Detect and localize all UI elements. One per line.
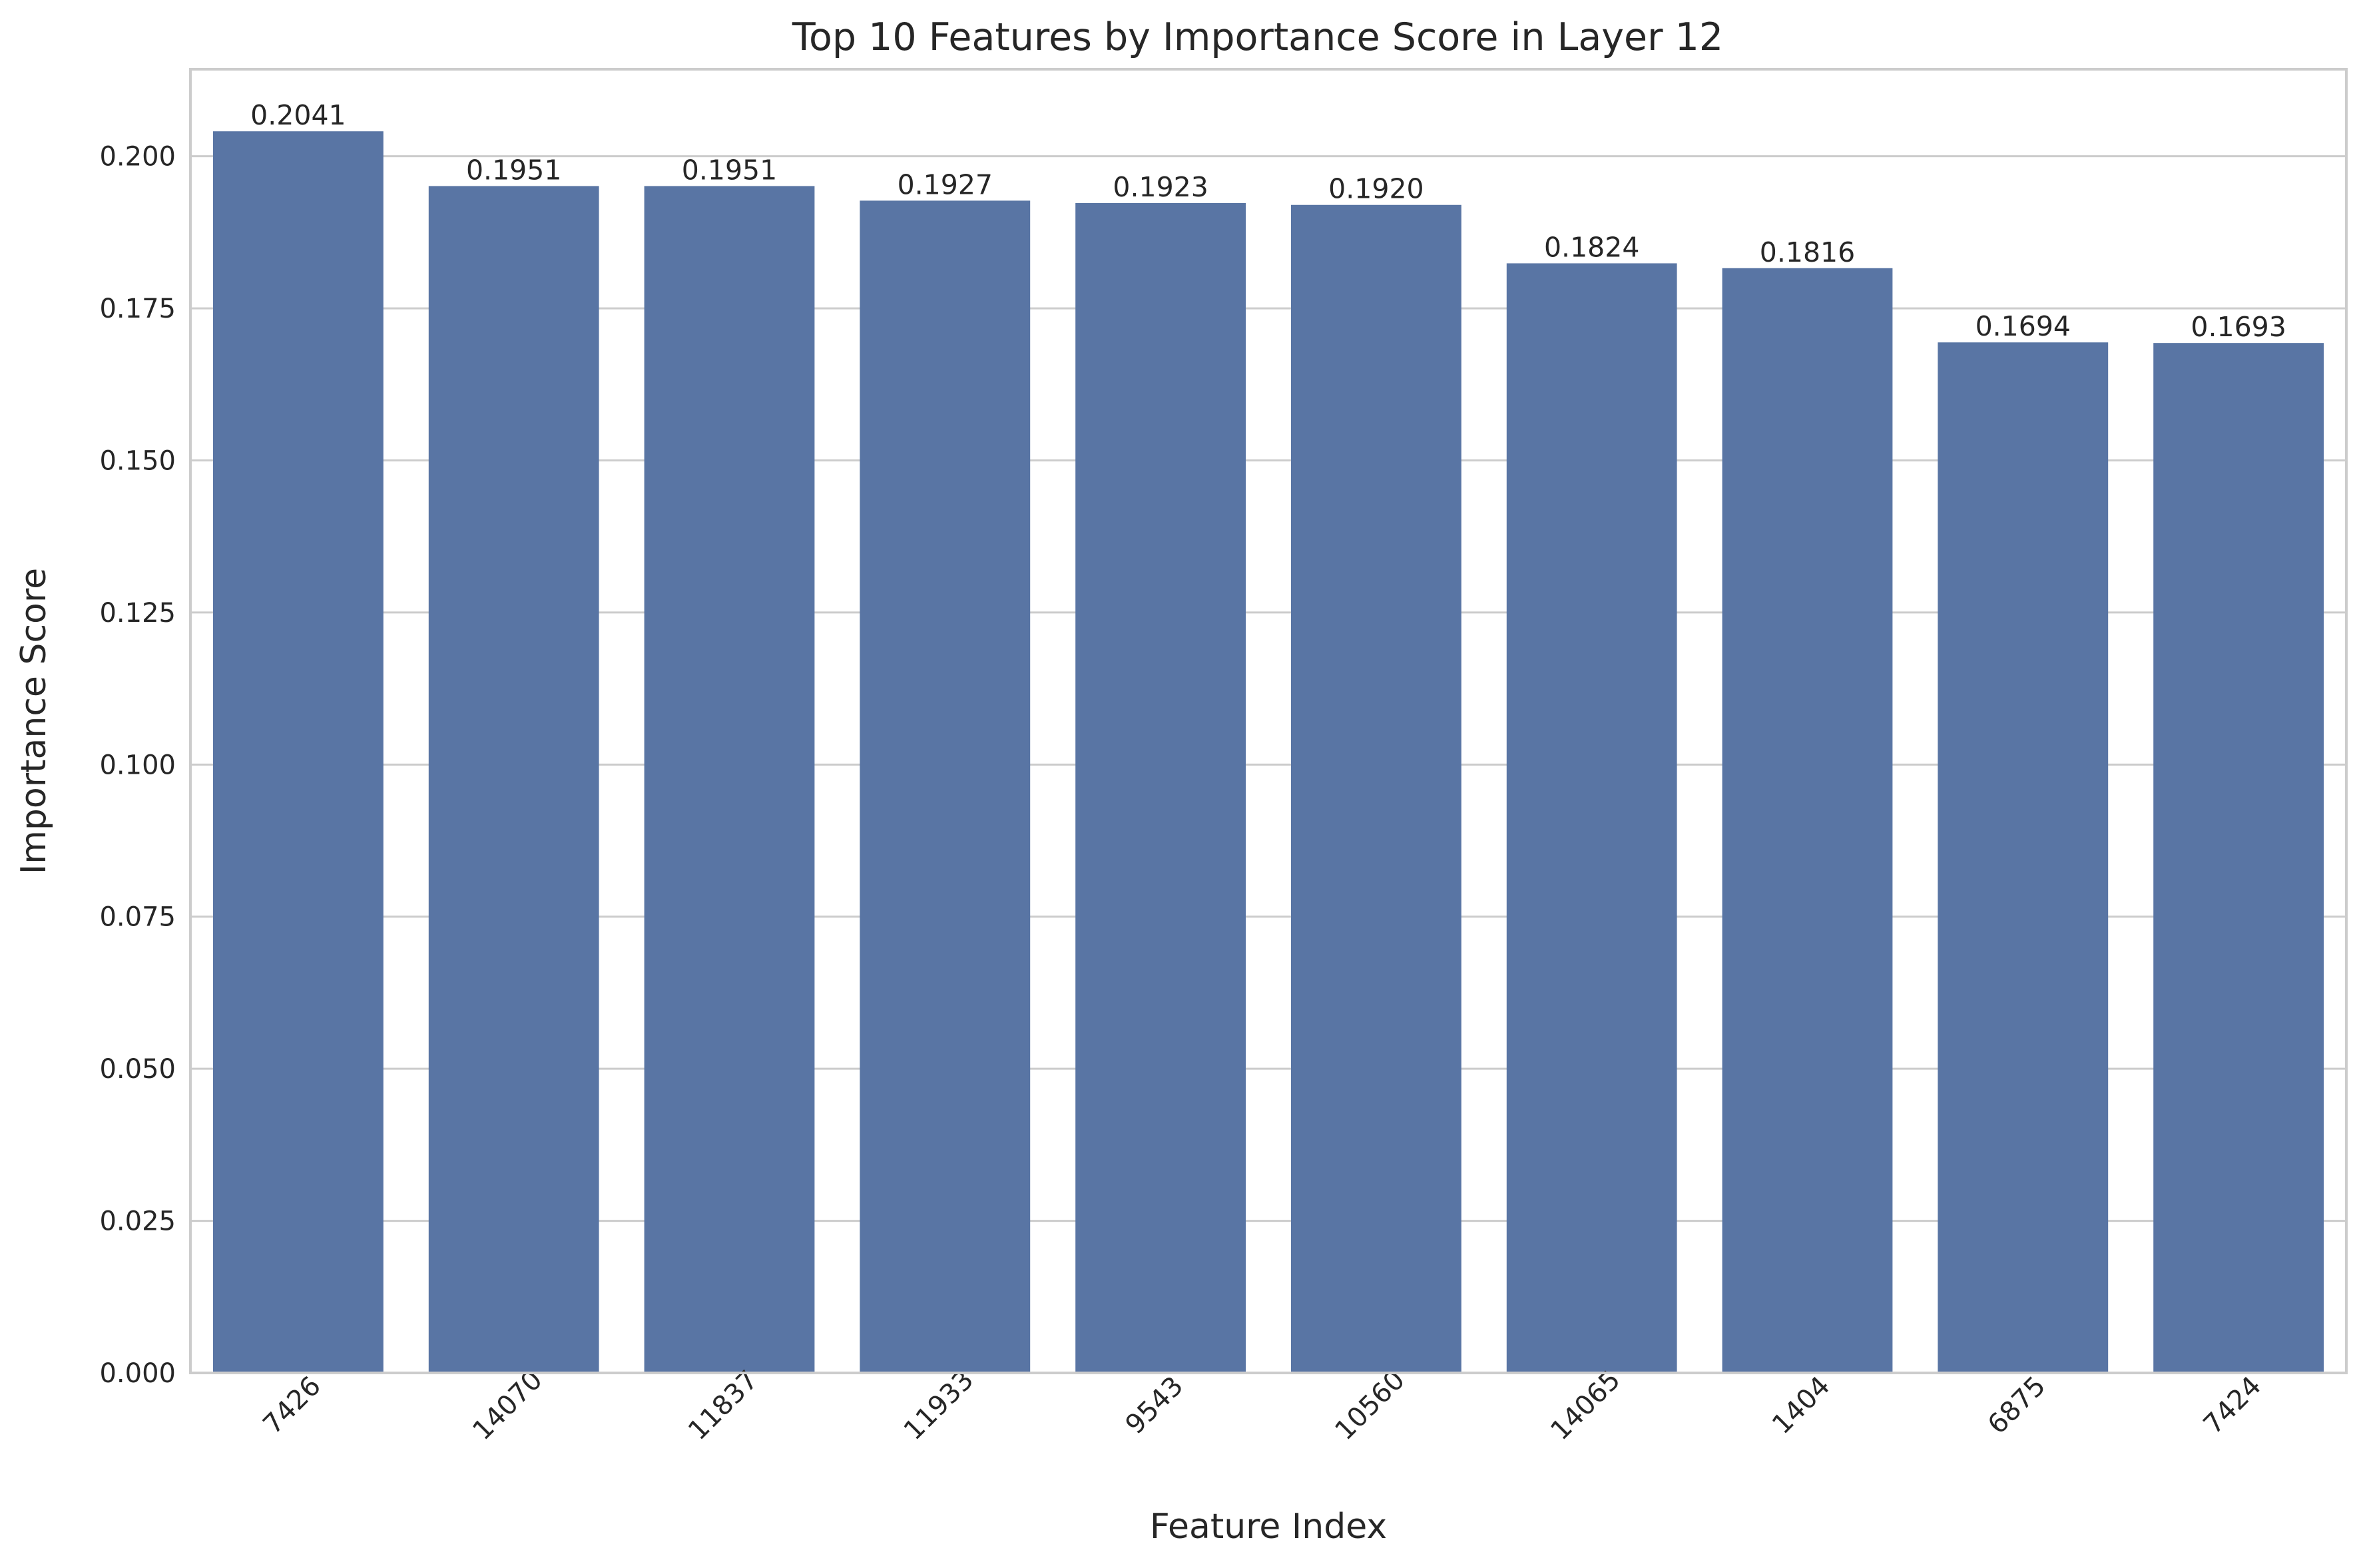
- y-tick-label: 0.100: [99, 750, 176, 780]
- y-tick-label: 0.125: [99, 598, 176, 629]
- bar-value-label: 0.1816: [1760, 236, 1855, 268]
- bar-7426: [212, 131, 384, 1373]
- bar-14070: [428, 186, 599, 1374]
- y-tick-label: 0.025: [99, 1206, 176, 1237]
- x-tick-label: 7424: [2198, 1371, 2268, 1441]
- x-tick-label: 11933: [898, 1365, 980, 1447]
- x-tick-label: 1404: [1766, 1371, 1836, 1441]
- x-axis-label: Feature Index: [1150, 1507, 1387, 1547]
- x-tick-label: 9543: [1120, 1371, 1190, 1441]
- chart-title: Top 10 Features by Importance Score in L…: [792, 15, 1723, 59]
- bar-value-label: 0.1824: [1544, 231, 1639, 263]
- bar-value-labels: 0.2041 0.1951 0.1951 0.1927 0.1923 0.1920 0.18…: [250, 99, 2286, 343]
- y-axis-label: Importance Score: [14, 568, 54, 874]
- bar-1404: [1722, 268, 1893, 1373]
- x-axis-ticks: 7426 14070 11837 11933 9543 10560 14065 1404 687…: [257, 1365, 2267, 1447]
- y-tick-label: 0.200: [99, 142, 176, 172]
- y-tick-label: 0.075: [99, 902, 176, 933]
- x-tick-label: 6875: [1982, 1371, 2052, 1441]
- x-tick-label: 14065: [1545, 1365, 1627, 1447]
- bar-value-label: 0.1951: [466, 154, 561, 186]
- bar-10560: [1290, 204, 1461, 1373]
- y-tick-label: 0.000: [99, 1358, 176, 1389]
- bar-value-label: 0.1923: [1113, 171, 1208, 203]
- bar-value-label: 0.1694: [1975, 310, 2071, 342]
- bar-14065: [1506, 263, 1677, 1373]
- bar-value-label: 0.1920: [1328, 173, 1424, 205]
- bar-7424: [2153, 343, 2324, 1373]
- bar-9543: [1075, 203, 1246, 1373]
- plot-frame: [189, 68, 2348, 1374]
- bar-11837: [644, 186, 815, 1374]
- x-tick-label: 7426: [257, 1371, 327, 1441]
- x-tick-label: 11837: [682, 1365, 764, 1447]
- y-tick-label: 0.175: [99, 294, 176, 324]
- bars: [212, 131, 2324, 1374]
- bar-value-label: 0.1927: [898, 168, 993, 200]
- bar-6875: [1938, 342, 2109, 1373]
- y-axis-ticks: 0.000 0.025 0.050 0.075 0.100 0.125 0.150 0.175…: [99, 142, 176, 1389]
- y-tick-label: 0.150: [99, 445, 176, 476]
- bar-value-label: 0.1693: [2191, 311, 2286, 343]
- x-tick-label: 10560: [1329, 1365, 1411, 1447]
- y-tick-label: 0.050: [99, 1054, 176, 1085]
- bar-value-label: 0.1951: [682, 154, 777, 186]
- bar-value-label: 0.2041: [250, 99, 346, 131]
- x-tick-label: 14070: [467, 1365, 549, 1447]
- bar-11933: [860, 200, 1031, 1373]
